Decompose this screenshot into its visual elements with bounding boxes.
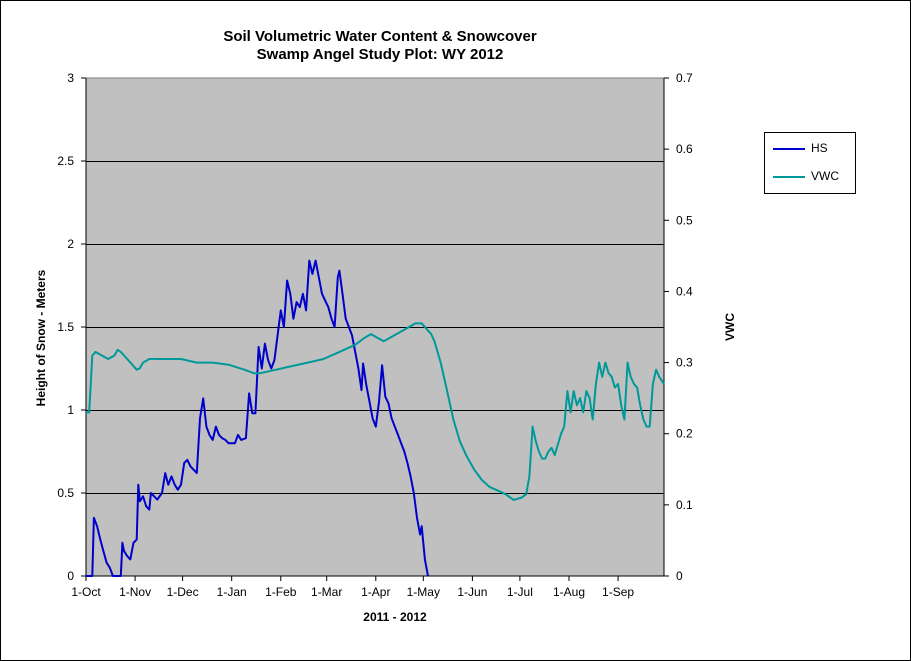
y-tick-label: 1.5	[57, 320, 74, 334]
y2-tick-label: 0.2	[676, 427, 693, 441]
x-tick-label: 1-Jul	[507, 585, 533, 599]
y2-tick-label: 0.5	[676, 213, 693, 227]
legend-item-hs: HS	[765, 139, 855, 159]
y2-tick-label: 0.7	[676, 71, 693, 85]
y-tick-label: 0	[67, 569, 74, 583]
x-tick-label: 1-Aug	[553, 585, 585, 599]
chart-title: Soil Volumetric Water Content & Snowcove…	[223, 28, 537, 45]
y-tick-label: 3	[67, 71, 74, 85]
x-tick-label: 1-Mar	[311, 585, 342, 599]
chart-subtitle: Swamp Angel Study Plot: WY 2012	[256, 46, 504, 63]
tick-labels: 0 0.5 1 1.5 2 2.5 3 0 0.1 0.2 0.3 0.4 0.5 0.6 0.7 1-Oct…	[57, 71, 693, 599]
y2-tick-label: 0.6	[676, 142, 693, 156]
y2-tick-label: 0	[676, 569, 683, 583]
x-tick-label: 1-Nov	[119, 585, 151, 599]
y-tick-label: 1	[67, 403, 74, 417]
gridlines	[86, 161, 664, 494]
legend-label-hs: HS	[811, 141, 828, 155]
y2-tick-label: 0.4	[676, 284, 693, 298]
legend-label-vwc: VWC	[811, 169, 839, 183]
series-line-hs	[86, 259, 429, 577]
legend-item-vwc: VWC	[765, 167, 855, 187]
x-tick-label: 1-Feb	[265, 585, 297, 599]
series-layer	[86, 259, 665, 577]
x-tick-label: 1-Oct	[71, 585, 101, 599]
y2-axis-label: VWC	[723, 313, 737, 341]
y-tick-label: 2.5	[57, 154, 74, 168]
x-tick-label: 1-Sep	[602, 585, 634, 599]
y2-tick-label: 0.3	[676, 356, 693, 370]
y-axis-label: Height of Snow - Meters	[34, 269, 48, 407]
y2-tick-label: 0.1	[676, 498, 693, 512]
x-tick-label: 1-May	[407, 585, 440, 599]
x-axis-label: 2011 - 2012	[363, 610, 427, 624]
legend-swatch-hs	[773, 148, 805, 150]
legend-swatch-vwc	[773, 176, 805, 178]
x-tick-label: 1-Jun	[457, 585, 487, 599]
x-tick-label: 1-Apr	[361, 585, 390, 599]
y-tick-label: 0.5	[57, 486, 74, 500]
axes	[81, 77, 669, 581]
x-tick-label: 1-Dec	[167, 585, 199, 599]
legend: HS VWC	[764, 132, 856, 194]
series-line-vwc	[86, 322, 665, 501]
x-tick-label: 1-Jan	[217, 585, 247, 599]
y-tick-label: 2	[67, 237, 74, 251]
